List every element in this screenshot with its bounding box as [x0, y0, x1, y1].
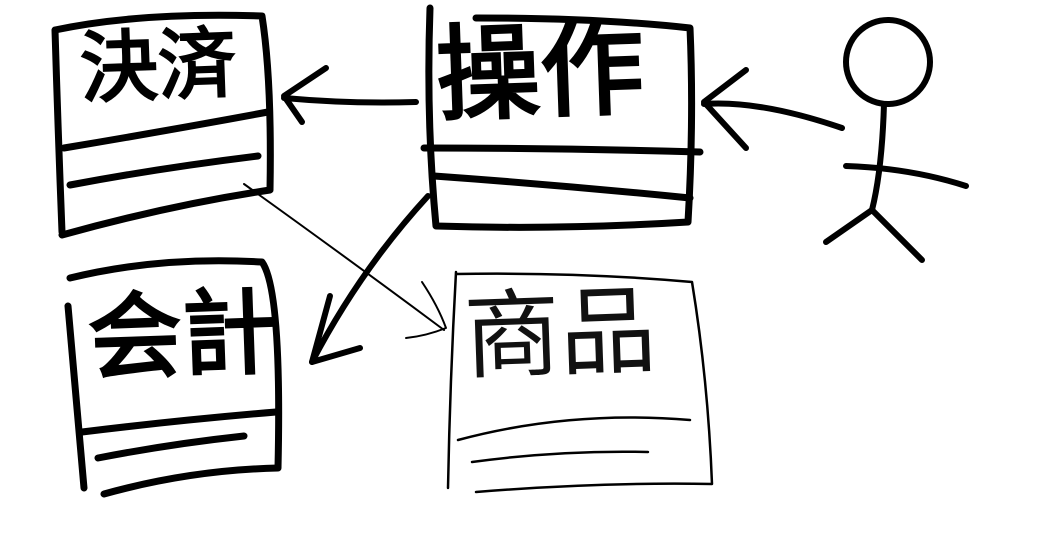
actor-arms	[843, 163, 969, 189]
class-box-accounting-outline	[64, 257, 283, 498]
class-box-product-divider-2	[470, 450, 650, 464]
class-box-operation-divider-1	[420, 144, 704, 156]
class-box-settlement-divider-1	[60, 108, 272, 152]
class-box-settlement[interactable]	[51, 11, 274, 239]
class-box-settlement-outline	[51, 11, 274, 239]
class-box-settlement-divider-2	[66, 152, 262, 189]
arrow-operation-to-settlement-head	[281, 65, 329, 125]
class-name-operation: 操作	[433, 7, 647, 137]
actor-stick-figure[interactable]	[823, 17, 969, 263]
arrow-actor-to-operation-head	[701, 67, 749, 151]
class-name-accounting: 会計	[86, 278, 278, 395]
class-box-accounting-divider-2	[94, 432, 248, 462]
arrow-operation-to-settlement-line	[281, 95, 419, 106]
class-box-accounting[interactable]	[64, 257, 283, 498]
arrow-actor-to-operation[interactable]	[701, 67, 845, 151]
arrow-settlement-to-product-head	[405, 281, 447, 339]
class-name-settlement: 決済	[78, 19, 238, 115]
arrow-settlement-to-product-line	[243, 183, 445, 331]
actor-legs	[823, 207, 925, 263]
actor-head	[843, 17, 933, 107]
arrow-operation-to-accounting-head	[309, 293, 363, 365]
class-box-operation-divider-2	[430, 172, 694, 202]
class-box-operation-outline	[425, 4, 696, 231]
arrow-settlement-to-product[interactable]	[243, 183, 447, 339]
arrow-operation-to-accounting-line	[309, 193, 431, 365]
actor-body	[869, 101, 887, 213]
arrow-operation-to-settlement[interactable]	[281, 65, 419, 125]
class-box-product[interactable]	[446, 270, 714, 494]
class-box-product-divider-1	[456, 416, 692, 442]
class-box-product-outline	[446, 270, 714, 494]
class-box-accounting-divider-1	[78, 408, 280, 436]
arrow-actor-to-operation-line	[701, 100, 845, 131]
arrow-operation-to-accounting[interactable]	[309, 193, 431, 365]
class-name-product: 商品	[462, 274, 658, 394]
class-box-operation[interactable]	[420, 4, 704, 231]
